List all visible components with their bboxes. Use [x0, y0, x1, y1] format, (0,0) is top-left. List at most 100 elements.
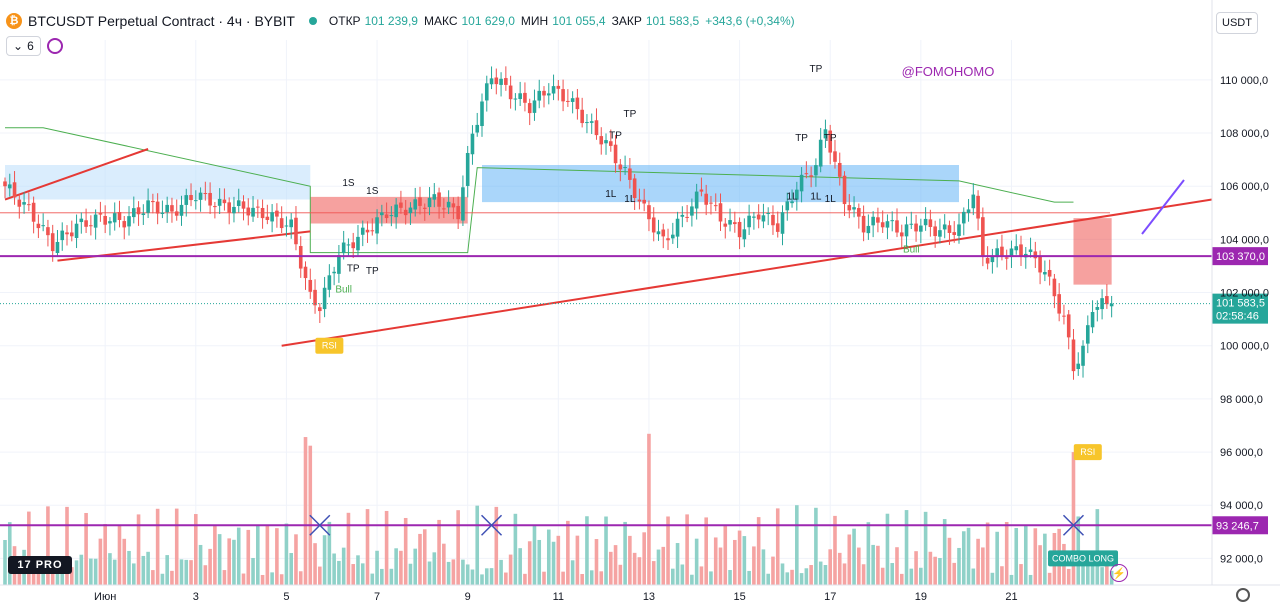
- candle-body: [375, 217, 379, 234]
- change-value: +343,6 (+0,34%): [705, 14, 795, 28]
- candle-body: [179, 204, 184, 216]
- annotation-bull: Bull: [903, 245, 920, 256]
- volume-bar: [451, 559, 456, 585]
- indicator-bar: ⌄ 6: [6, 36, 63, 56]
- candle-body: [341, 242, 346, 254]
- volume-bar: [618, 564, 623, 585]
- volume-bar: [279, 574, 284, 585]
- candle-body: [1043, 272, 1047, 275]
- badge-box: [1048, 550, 1119, 567]
- candle-body: [3, 181, 7, 187]
- candle-body: [194, 200, 198, 202]
- volume-bar: [976, 538, 980, 585]
- candle-body: [718, 203, 723, 222]
- gear-icon[interactable]: [1236, 588, 1250, 602]
- candle-body: [938, 230, 942, 237]
- candle-body: [642, 199, 646, 204]
- volume-bar: [1090, 555, 1095, 585]
- y-tick-label: 108 000,0: [1220, 128, 1269, 140]
- candle-body: [771, 214, 775, 226]
- open-label: ОТКР: [328, 14, 361, 28]
- volume-bar: [709, 571, 713, 585]
- volume-bar: [685, 514, 689, 585]
- candle-body: [222, 199, 227, 204]
- candle-body: [322, 287, 327, 310]
- candle-body: [532, 100, 537, 113]
- volume-bar: [961, 531, 966, 585]
- candle-body: [814, 165, 818, 176]
- close-value: 101 583,5: [645, 14, 700, 28]
- candle-body: [1000, 246, 1004, 256]
- annotation-1l: 1L: [624, 194, 636, 205]
- volume-bar: [713, 537, 718, 585]
- volume-bar: [680, 564, 685, 585]
- candle-body: [790, 201, 794, 204]
- candle-body: [370, 230, 375, 232]
- volume-bar: [699, 566, 704, 585]
- volume-bar: [575, 535, 580, 585]
- candle-body: [1085, 325, 1090, 344]
- candle-body: [351, 242, 356, 249]
- candle-body: [408, 207, 413, 214]
- volume-bar: [766, 573, 770, 585]
- volume-bar: [332, 553, 336, 585]
- candle-body: [666, 238, 670, 241]
- candle-body: [60, 230, 65, 241]
- candle-body: [747, 215, 751, 228]
- symbol-title[interactable]: BTCUSDT Perpetual Contract · 4ч · BYBIT: [28, 13, 295, 29]
- volume-bar: [484, 568, 489, 585]
- indicators-toggle[interactable]: ⌄ 6: [6, 36, 41, 56]
- candle-body: [876, 217, 880, 223]
- candle-body: [1047, 269, 1052, 277]
- volume-bar: [599, 571, 604, 585]
- volume-bar: [294, 534, 298, 585]
- candle-body: [1019, 244, 1023, 256]
- volume-bar: [360, 563, 365, 585]
- lightning-icon[interactable]: ⚡: [1110, 564, 1128, 582]
- volume-bar: [971, 568, 976, 585]
- candle-body: [12, 182, 17, 198]
- tradingview-logo: 17 PRO: [8, 556, 72, 574]
- volume-bar: [895, 547, 899, 585]
- volume-bar: [131, 563, 136, 585]
- candle-body: [623, 167, 627, 169]
- volume-bar: [189, 560, 193, 585]
- volume-bar: [1081, 555, 1085, 585]
- volume-bar: [136, 514, 141, 585]
- volume-bar: [46, 506, 50, 585]
- volume-bar: [246, 529, 251, 585]
- candle-body: [952, 232, 957, 235]
- volume-bar: [146, 551, 150, 585]
- candle-body: [1052, 278, 1057, 297]
- volume-bar: [389, 568, 394, 585]
- volume-bar: [494, 506, 499, 585]
- volume-bar: [733, 539, 737, 585]
- candle-body: [647, 205, 651, 220]
- annotation-1l: 1L: [786, 192, 798, 203]
- candle-body: [365, 229, 370, 233]
- volume-bar: [675, 543, 680, 585]
- volume-bar: [990, 572, 995, 585]
- volume-bar: [947, 537, 952, 585]
- volume-bar: [809, 565, 813, 585]
- volume-bar: [341, 547, 346, 585]
- candle-body: [671, 234, 675, 239]
- candle-body: [442, 208, 446, 210]
- candle-body: [432, 194, 437, 200]
- volume-bar: [74, 560, 79, 585]
- candle-body: [842, 175, 847, 205]
- candle-body: [413, 199, 418, 210]
- sync-icon[interactable]: [46, 38, 63, 54]
- volume-bar: [179, 559, 184, 585]
- currency-select[interactable]: USDT: [1216, 12, 1258, 34]
- volume-bar: [1028, 574, 1033, 585]
- candle-body: [69, 232, 74, 237]
- volume-bar: [752, 546, 756, 585]
- candle-body: [1004, 257, 1009, 259]
- candle-body: [74, 223, 79, 239]
- candle-body: [561, 89, 565, 102]
- volume-bar: [275, 528, 279, 585]
- volume-bar: [499, 559, 503, 585]
- volume-bar: [1085, 564, 1090, 585]
